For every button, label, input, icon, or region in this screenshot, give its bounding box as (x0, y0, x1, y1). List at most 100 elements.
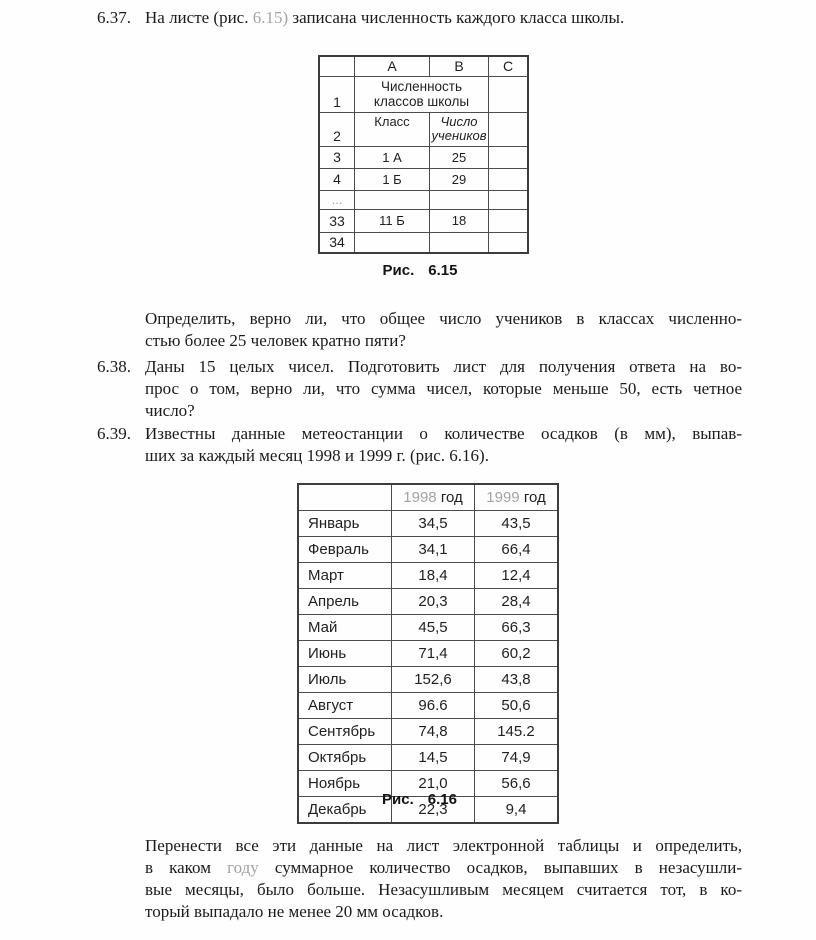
figure-caption-6-16: Рис. 6.16 (297, 791, 542, 808)
problem-6-39-task: Перенести все эти данные на лист электро… (145, 835, 742, 923)
month-cell: Март (297, 562, 392, 589)
problem-text-line: Известны данные метеостанции о количеств… (145, 424, 742, 443)
month-cell: Ноябрь (297, 770, 392, 797)
problem-text-line: ших за каждый месяц 1998 и 1999 г. (рис.… (145, 446, 489, 465)
table-row: Октябрь 14,5 74,9 (297, 744, 559, 771)
month-cell: Декабрь (297, 796, 392, 824)
value-1999: 66,4 (474, 536, 559, 563)
cell-empty (429, 231, 489, 254)
problem-text-line: число? (145, 401, 195, 420)
table-row: Ноябрь 21,0 56,6 (297, 770, 559, 797)
corner-cell (318, 55, 355, 77)
problem-number: 6.37. (97, 8, 131, 27)
value-1998: 22,3 (391, 796, 475, 824)
cell-class-header: Класс (354, 111, 430, 147)
text-run: в каком (145, 858, 211, 877)
problem-6-37: 6.37. На листе (рис. 6.15) записана числ… (97, 7, 742, 29)
row-number: 3 (318, 145, 355, 169)
precipitation-table: 1998 год 1999 год Январь 34,5 43,5 Февраль… (297, 483, 559, 824)
problem-text-line: Даны 15 целых чисел. Подготовить лист дл… (145, 357, 742, 376)
cell-empty (488, 231, 529, 254)
column-header-b: B (429, 55, 489, 77)
value-1999: 66,3 (474, 614, 559, 641)
month-cell: Февраль (297, 536, 392, 563)
value-1999: 43,5 (474, 510, 559, 537)
table-row: Март 18,4 12,4 (297, 562, 559, 589)
month-cell: Июль (297, 666, 392, 693)
text-run: суммарное количество осадков, выпавших в… (274, 858, 743, 877)
caption-label: Рис. (382, 791, 414, 808)
problem-6-38: 6.38. Даны 15 целых чисел. Подготовить л… (97, 356, 742, 422)
cell-empty (354, 189, 430, 210)
problem-number: 6.38. (97, 357, 131, 376)
table-row: Июль 152,6 43,8 (297, 666, 559, 693)
cell-count: 25 (429, 145, 489, 169)
problem-text-line: в каком году суммарное количество осадко… (145, 857, 742, 879)
cell-class: 1 Б (354, 167, 430, 191)
value-1998: 152,6 (391, 666, 475, 693)
value-1998: 18,4 (391, 562, 475, 589)
cell-empty (354, 231, 430, 254)
cell-empty (488, 167, 529, 191)
year-number: 1999 (486, 489, 520, 506)
figure-6-15: A B C 1 Численность классов школы 2 Клас… (318, 55, 529, 254)
value-1998: 74,8 (391, 718, 475, 745)
problem-text-line: торый выпадало не менее 20 мм осадков. (145, 902, 444, 921)
cell-count: 18 (429, 208, 489, 233)
month-cell: Апрель (297, 588, 392, 615)
cell-count: 29 (429, 167, 489, 191)
table-row: Декабрь 22,3 9,4 (297, 796, 559, 824)
month-cell: Июнь (297, 640, 392, 667)
year-word: год (523, 489, 546, 506)
value-1998: 96.6 (391, 692, 475, 719)
cell-class: 11 Б (354, 208, 430, 233)
table-row: Август 96.6 50,6 (297, 692, 559, 719)
table-row: Сентябрь 74,8 145.2 (297, 718, 559, 745)
value-1999: 56,6 (474, 770, 559, 797)
table-row: Апрель 20,3 28,4 (297, 588, 559, 615)
figure-6-16: 1998 год 1999 год Январь 34,5 43,5 Февраль… (297, 483, 559, 824)
value-1999: 28,4 (474, 588, 559, 615)
month-cell: Май (297, 614, 392, 641)
value-1998: 34,5 (391, 510, 475, 537)
value-1999: 60,2 (474, 640, 559, 667)
table-row: Июнь 71,4 60,2 (297, 640, 559, 667)
cell-empty (488, 111, 529, 147)
value-1999: 9,4 (474, 796, 559, 824)
table-row: Февраль 34,1 66,4 (297, 536, 559, 563)
cell-empty (429, 189, 489, 210)
cell-empty (488, 75, 529, 113)
value-1998: 14,5 (391, 744, 475, 771)
problem-6-37-task: Определить, верно ли, что общее число уч… (145, 308, 742, 352)
caption-label: Рис. (382, 262, 415, 279)
header-1999: 1999 год (474, 483, 559, 511)
table-row: Январь 34,5 43,5 (297, 510, 559, 537)
problem-text-line: прос о том, верно ли, что сумма чисел, к… (145, 379, 742, 398)
value-1998: 21,0 (391, 770, 475, 797)
cell-empty (488, 189, 529, 210)
row-number: 34 (318, 231, 355, 254)
caption-number: 6.16 (427, 791, 457, 808)
value-1999: 43,8 (474, 666, 559, 693)
problem-text-line: вые месяцы, было больше. Незасушливым ме… (145, 880, 742, 899)
spreadsheet-figure: A B C 1 Численность классов школы 2 Клас… (318, 55, 529, 254)
cell-title-merged: Численность классов школы (354, 75, 489, 113)
faded-word: году (227, 858, 259, 877)
month-cell: Сентябрь (297, 718, 392, 745)
value-1999: 50,6 (474, 692, 559, 719)
row-number-ellipsis: ... (318, 189, 355, 210)
problem-text-line: Перенести все эти данные на лист электро… (145, 836, 742, 855)
figure-reference: 6.15) (252, 8, 289, 27)
column-header-c: C (488, 55, 529, 77)
month-cell: Август (297, 692, 392, 719)
text-run: записана численность каждого класса школ… (292, 8, 625, 27)
value-1999: 12,4 (474, 562, 559, 589)
value-1998: 20,3 (391, 588, 475, 615)
row-number: 33 (318, 208, 355, 233)
value-1998: 45,5 (391, 614, 475, 641)
header-empty-cell (297, 483, 392, 511)
row-number: 1 (318, 75, 355, 113)
year-word: год (440, 489, 463, 506)
value-1999: 74,9 (474, 744, 559, 771)
